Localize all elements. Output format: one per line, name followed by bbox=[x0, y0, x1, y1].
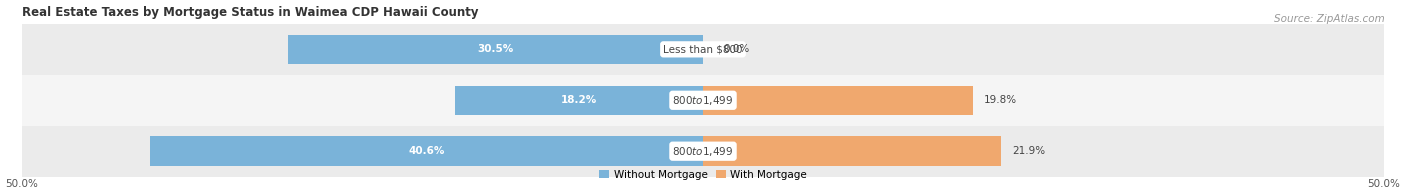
Bar bbox=[22, 24, 1384, 75]
Bar bbox=[288, 35, 703, 64]
Bar bbox=[22, 75, 1384, 126]
Text: 19.8%: 19.8% bbox=[984, 95, 1017, 105]
Bar bbox=[703, 86, 973, 115]
Legend: Without Mortgage, With Mortgage: Without Mortgage, With Mortgage bbox=[595, 165, 811, 184]
Text: 30.5%: 30.5% bbox=[477, 44, 513, 54]
Text: 40.6%: 40.6% bbox=[408, 146, 444, 156]
Text: Source: ZipAtlas.com: Source: ZipAtlas.com bbox=[1274, 14, 1385, 24]
Text: Real Estate Taxes by Mortgage Status in Waimea CDP Hawaii County: Real Estate Taxes by Mortgage Status in … bbox=[22, 5, 478, 19]
Text: Less than $800: Less than $800 bbox=[664, 44, 742, 54]
Bar bbox=[150, 136, 703, 166]
Bar bbox=[22, 126, 1384, 177]
Bar bbox=[703, 136, 1001, 166]
Bar bbox=[456, 86, 703, 115]
Text: $800 to $1,499: $800 to $1,499 bbox=[672, 94, 734, 107]
Text: $800 to $1,499: $800 to $1,499 bbox=[672, 145, 734, 158]
Text: 0.0%: 0.0% bbox=[724, 44, 749, 54]
Text: 21.9%: 21.9% bbox=[1012, 146, 1045, 156]
Text: 18.2%: 18.2% bbox=[561, 95, 598, 105]
